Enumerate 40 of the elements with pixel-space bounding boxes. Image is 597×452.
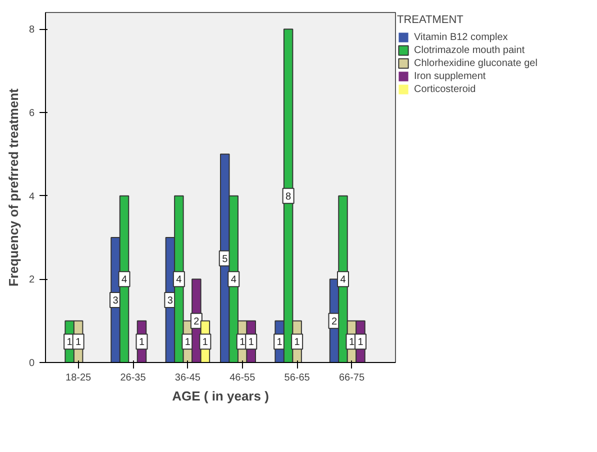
data-label: 2 — [331, 316, 338, 328]
y-tick-label: 8 — [28, 24, 35, 36]
data-label: 2 — [194, 316, 200, 328]
data-label: 1 — [348, 337, 355, 348]
data-label: 1 — [138, 337, 145, 348]
legend-label: Corticosteroid — [414, 83, 476, 95]
data-label: 1 — [240, 337, 246, 348]
legend-label: Vitamin B12 complex — [414, 31, 508, 43]
x-tick-label: 18-25 — [66, 372, 92, 384]
data-label: 8 — [286, 191, 292, 202]
x-tick-label: 46-55 — [230, 372, 256, 384]
y-tick-label: 2 — [28, 274, 35, 286]
x-axis-title: AGE ( in years ) — [172, 388, 269, 404]
data-label: 4 — [121, 274, 128, 286]
data-label: 1 — [248, 337, 254, 348]
data-label: 1 — [294, 337, 300, 348]
x-tick-label: 66-75 — [338, 372, 365, 384]
legend-label: Chlorhexidine gluconate gel — [414, 57, 538, 69]
data-label: 1 — [358, 337, 364, 348]
legend-label: Clotrimazole mouth paint — [414, 44, 525, 56]
data-label: 5 — [222, 254, 228, 265]
x-tick-label: 26-35 — [120, 372, 146, 384]
data-label: 1 — [66, 337, 73, 348]
data-label: 1 — [202, 337, 208, 348]
y-tick-label: 6 — [28, 108, 35, 119]
y-axis-title: Frequency of prefrred treatment — [6, 88, 21, 286]
data-label: 3 — [112, 296, 119, 306]
legend-label: Iron supplement — [414, 70, 486, 82]
data-label: 4 — [176, 274, 182, 286]
x-tick-label: 56-65 — [284, 372, 310, 384]
x-tick-label: 36-45 — [174, 372, 201, 384]
data-label: 1 — [276, 337, 283, 348]
legend-title: TREATMENT — [397, 14, 464, 26]
data-label: 4 — [340, 274, 346, 286]
data-label: 1 — [76, 337, 82, 348]
data-label: 4 — [230, 274, 237, 286]
y-tick-label: 4 — [28, 191, 35, 202]
y-tick-label: 0 — [28, 358, 35, 369]
data-label: 1 — [184, 337, 191, 348]
data-label: 3 — [167, 296, 174, 306]
